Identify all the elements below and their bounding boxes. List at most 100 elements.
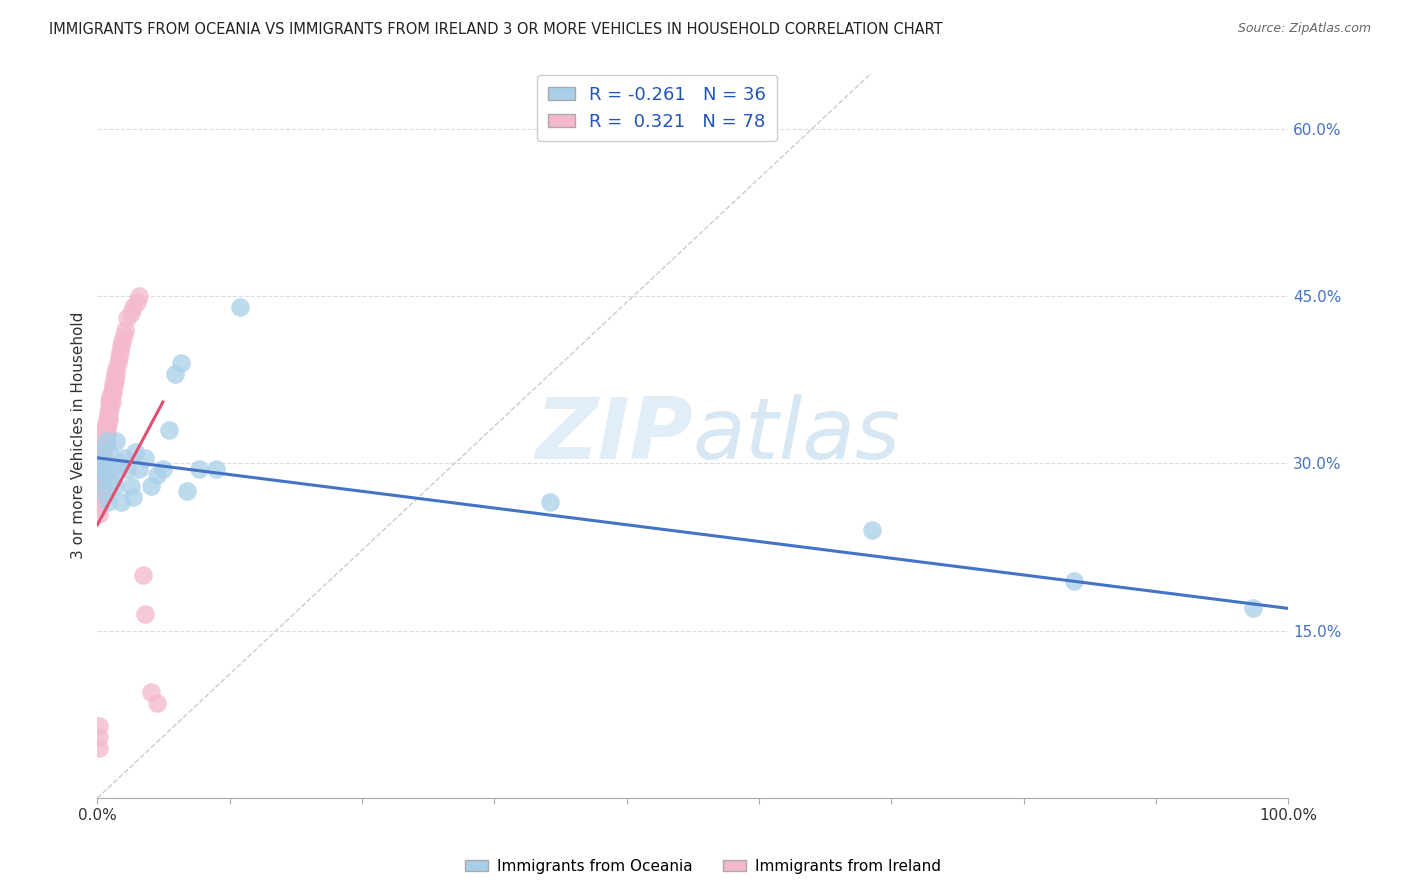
Point bbox=[87, 507, 110, 521]
Point bbox=[91, 467, 114, 482]
Point bbox=[1241, 601, 1264, 615]
Point bbox=[103, 378, 125, 392]
Point bbox=[93, 484, 115, 499]
Point bbox=[131, 568, 153, 582]
Point bbox=[538, 495, 561, 509]
Point bbox=[91, 457, 114, 471]
Point bbox=[91, 462, 114, 476]
Point bbox=[90, 445, 112, 459]
Point bbox=[187, 462, 209, 476]
Point bbox=[98, 445, 121, 459]
Point bbox=[112, 450, 135, 465]
Point bbox=[93, 440, 115, 454]
Point bbox=[122, 490, 145, 504]
Point bbox=[128, 462, 150, 476]
Point bbox=[101, 378, 124, 392]
Point bbox=[125, 294, 148, 309]
Point bbox=[91, 450, 114, 465]
Point bbox=[94, 423, 117, 437]
Point bbox=[104, 367, 127, 381]
Point bbox=[97, 411, 120, 425]
Point bbox=[107, 351, 129, 365]
Point bbox=[97, 417, 120, 432]
Point bbox=[96, 411, 118, 425]
Point bbox=[97, 495, 120, 509]
Point bbox=[91, 445, 114, 459]
Point bbox=[90, 467, 112, 482]
Point bbox=[104, 373, 127, 387]
Point bbox=[96, 462, 118, 476]
Point bbox=[98, 401, 121, 415]
Point bbox=[124, 445, 146, 459]
Point bbox=[91, 473, 114, 487]
Text: atlas: atlas bbox=[693, 394, 901, 477]
Point bbox=[96, 417, 118, 432]
Point bbox=[89, 473, 111, 487]
Point bbox=[157, 423, 180, 437]
Point bbox=[93, 434, 115, 449]
Point bbox=[87, 718, 110, 732]
Point bbox=[87, 501, 110, 516]
Point bbox=[96, 428, 118, 442]
Point bbox=[87, 730, 110, 744]
Point bbox=[105, 434, 128, 449]
Point bbox=[87, 495, 110, 509]
Point bbox=[152, 462, 174, 476]
Point bbox=[90, 473, 112, 487]
Point bbox=[112, 328, 135, 343]
Point bbox=[97, 406, 120, 420]
Point bbox=[103, 373, 125, 387]
Point bbox=[122, 300, 145, 314]
Text: ZIP: ZIP bbox=[536, 394, 693, 477]
Point bbox=[139, 685, 162, 699]
Point bbox=[94, 434, 117, 449]
Point bbox=[90, 484, 112, 499]
Point bbox=[146, 467, 169, 482]
Point bbox=[90, 479, 112, 493]
Point bbox=[205, 462, 228, 476]
Point bbox=[89, 484, 111, 499]
Point bbox=[94, 428, 117, 442]
Y-axis label: 3 or more Vehicles in Household: 3 or more Vehicles in Household bbox=[72, 312, 86, 559]
Legend: R = -0.261   N = 36, R =  0.321   N = 78: R = -0.261 N = 36, R = 0.321 N = 78 bbox=[537, 75, 778, 142]
Point bbox=[146, 696, 169, 710]
Point bbox=[91, 434, 114, 449]
Point bbox=[89, 490, 111, 504]
Point bbox=[96, 423, 118, 437]
Point bbox=[98, 411, 121, 425]
Point bbox=[128, 289, 150, 303]
Point bbox=[111, 334, 134, 348]
Point bbox=[139, 479, 162, 493]
Point bbox=[89, 462, 111, 476]
Point bbox=[134, 450, 156, 465]
Point bbox=[100, 395, 122, 409]
Point bbox=[110, 495, 132, 509]
Point bbox=[170, 356, 193, 370]
Point bbox=[91, 445, 114, 459]
Point bbox=[100, 389, 122, 403]
Point bbox=[229, 300, 252, 314]
Point bbox=[860, 524, 883, 538]
Point bbox=[115, 462, 138, 476]
Point bbox=[100, 384, 122, 398]
Point bbox=[101, 462, 124, 476]
Point bbox=[105, 361, 128, 376]
Point bbox=[87, 740, 110, 755]
Point bbox=[105, 367, 128, 381]
Point bbox=[93, 428, 115, 442]
Point bbox=[98, 395, 121, 409]
Text: IMMIGRANTS FROM OCEANIA VS IMMIGRANTS FROM IRELAND 3 OR MORE VEHICLES IN HOUSEHO: IMMIGRANTS FROM OCEANIA VS IMMIGRANTS FR… bbox=[49, 22, 943, 37]
Point bbox=[91, 457, 114, 471]
Point bbox=[100, 473, 122, 487]
Point bbox=[104, 479, 127, 493]
Point bbox=[176, 484, 198, 499]
Point bbox=[93, 445, 115, 459]
Point bbox=[163, 367, 186, 381]
Point bbox=[89, 479, 111, 493]
Point bbox=[100, 389, 122, 403]
Point bbox=[94, 417, 117, 432]
Point bbox=[87, 490, 110, 504]
Point bbox=[93, 423, 115, 437]
Point bbox=[134, 607, 156, 621]
Text: Source: ZipAtlas.com: Source: ZipAtlas.com bbox=[1237, 22, 1371, 36]
